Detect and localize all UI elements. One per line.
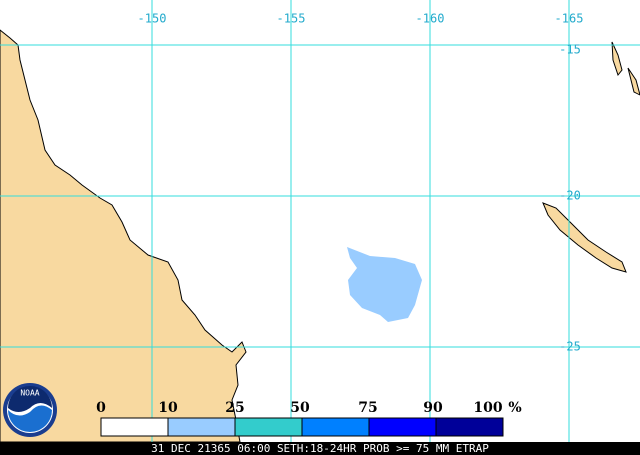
legend-swatch	[167, 417, 236, 437]
longitude-label: -155	[277, 12, 306, 26]
legend-swatch	[301, 417, 370, 437]
legend-label: 0	[96, 400, 106, 416]
longitude-label: -150	[138, 12, 167, 26]
legend-label: 90	[423, 400, 443, 416]
latitude-label: -20	[559, 189, 581, 203]
legend-swatch	[435, 417, 504, 437]
legend-swatch	[368, 417, 437, 437]
legend	[100, 417, 504, 437]
legend-label: 25	[225, 400, 244, 416]
legend-label: 75	[358, 400, 377, 416]
longitude-label: -160	[416, 12, 445, 26]
noaa-logo: NOAA	[3, 383, 57, 437]
legend-swatch	[100, 417, 169, 437]
legend-label: 100	[473, 400, 502, 416]
longitude-label: -165	[555, 12, 584, 26]
footer-text: 31 DEC 21365 06:00 SETH:18-24HR PROB >= …	[151, 442, 489, 455]
legend-unit: %	[508, 400, 521, 416]
legend-label: 10	[158, 400, 178, 416]
latitude-label: -15	[559, 43, 581, 57]
land-australia	[0, 29, 247, 443]
svg-text:NOAA: NOAA	[20, 389, 39, 398]
latitude-label: -25	[559, 340, 581, 354]
footer-bar	[0, 442, 640, 455]
land-new-caledonia	[542, 202, 627, 273]
probability-area	[347, 247, 422, 322]
land-vanuatu	[611, 41, 640, 96]
legend-swatch	[234, 417, 303, 437]
legend-label: 50	[290, 400, 310, 416]
